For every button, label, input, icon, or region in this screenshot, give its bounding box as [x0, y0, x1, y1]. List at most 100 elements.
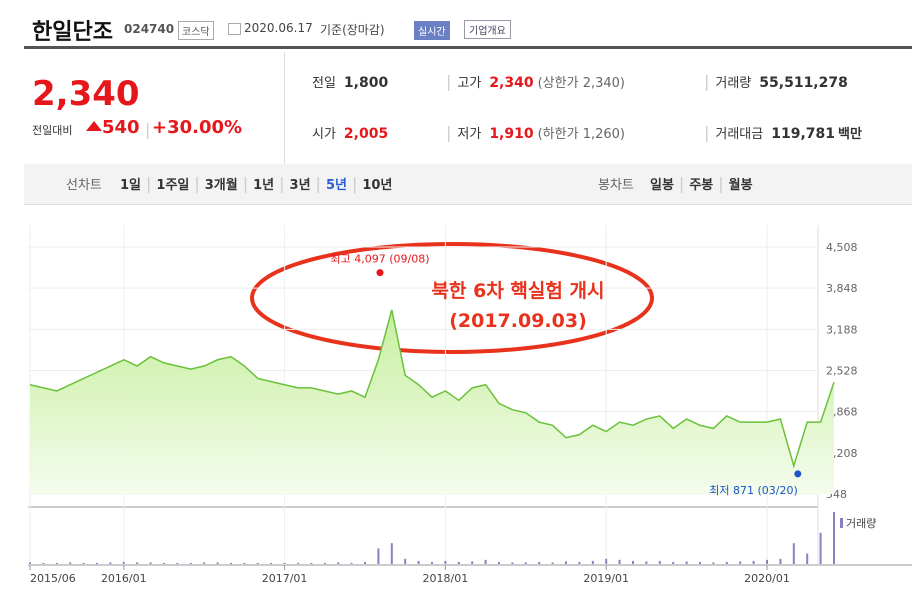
volume-bar	[792, 543, 795, 564]
sep: |	[279, 174, 285, 193]
period-tab[interactable]: 1주일	[156, 178, 190, 193]
period-tab[interactable]: 1일	[120, 178, 142, 193]
annotation: 북한 6차 핵실험 개시	[432, 280, 605, 302]
candle-tab[interactable]: 일봉	[650, 178, 674, 193]
quote-value: 55,511,278	[759, 75, 848, 91]
volume-bar	[672, 561, 675, 564]
quote-cell: | 거래대금 119,781 백만	[704, 123, 862, 142]
volume-bar	[444, 560, 447, 564]
volume-bar	[297, 562, 299, 564]
volume-bar	[323, 562, 326, 564]
volume-bar	[283, 562, 286, 564]
period-tab[interactable]: 5년	[325, 178, 347, 193]
y-tick-label: 3,848	[826, 282, 858, 295]
volume-bar	[203, 562, 206, 564]
x-tick-label: 2018/01	[423, 572, 469, 585]
quote-cell: 전일 1,800	[312, 72, 388, 91]
period-tab[interactable]: 1년	[253, 178, 275, 193]
volume-bar	[725, 561, 728, 564]
volume-bar	[833, 512, 835, 564]
chart: 5481,2081,8682,5283,1883,8484,5082015/06…	[28, 225, 912, 585]
volume-bar	[270, 562, 273, 564]
quote-label: 저가	[457, 127, 482, 142]
volume-bar	[779, 558, 782, 564]
overview-button[interactable]: 기업개요	[464, 20, 511, 39]
volume-bar	[42, 562, 45, 564]
quote-label: 고가	[457, 76, 482, 91]
x-tick-label: 2019/01	[583, 572, 629, 585]
price-area	[30, 309, 834, 494]
line-chart-label: 선차트	[66, 178, 102, 193]
volume-bar	[524, 562, 527, 564]
quote-cell: 시가 2,005	[312, 123, 388, 142]
x-tick-label: 2020/01	[744, 572, 790, 585]
period-tab[interactable]: 3개월	[204, 178, 238, 193]
quote-cell: | 저가 1,910 (하한가 1,260)	[446, 123, 625, 142]
candle-tab[interactable]: 주봉	[689, 178, 714, 193]
stock-code: 024740	[124, 22, 175, 36]
x-tick-label: 2017/01	[262, 572, 308, 585]
volume-bar	[69, 562, 72, 564]
up-arrow	[86, 121, 102, 131]
volume-bar	[457, 561, 460, 564]
volume-bar	[806, 553, 809, 564]
quote-label: 시가	[312, 127, 336, 142]
volume-bar	[149, 562, 152, 564]
quote-unit: 백만	[838, 127, 862, 142]
quote-note: (상한가 2,340)	[537, 76, 625, 91]
volume-bar	[645, 561, 648, 564]
basis: 기준(장마감)	[320, 23, 385, 37]
quote-label: 거래대금	[715, 127, 764, 142]
volume-bar	[471, 561, 474, 564]
x-tick-label: 2015/06	[30, 572, 76, 585]
tab-bar	[24, 164, 912, 205]
volume-bar	[417, 560, 420, 564]
quote-value: 2,005	[343, 126, 389, 142]
y-tick-label: 4,508	[826, 241, 858, 254]
change: 540	[102, 117, 140, 138]
quote-label: 거래량	[715, 76, 752, 91]
quote-value: 2,340	[489, 75, 534, 91]
volume-bar	[350, 562, 353, 564]
volume-bar	[404, 558, 407, 564]
quote-value: 119,781	[771, 126, 835, 142]
sep: |	[446, 123, 452, 142]
quote-cell: | 고가 2,340 (상한가 2,340)	[446, 72, 625, 91]
sep: |	[145, 120, 151, 139]
realtime-button[interactable]: 실시간	[414, 21, 450, 40]
volume-bar	[498, 561, 500, 564]
candle-tab[interactable]: 월봉	[728, 178, 753, 193]
volume-bar	[551, 562, 554, 564]
volume-bar	[565, 561, 567, 564]
volume-bar	[176, 562, 179, 564]
sep: |	[146, 174, 152, 193]
volume-bar	[591, 560, 594, 564]
volume-bar	[109, 562, 112, 564]
volume-bar	[632, 560, 634, 564]
sep: |	[718, 174, 724, 193]
market-badge: 코스닥	[178, 21, 214, 40]
sep: |	[351, 174, 358, 193]
volume-bar	[364, 561, 366, 564]
volume-bar	[55, 562, 58, 564]
volume-bar	[712, 562, 715, 564]
volume-bar	[766, 559, 768, 564]
volume-bar	[122, 561, 125, 564]
volume-bar	[390, 543, 393, 564]
volume-bar	[377, 548, 380, 564]
date: 2020.06.17	[244, 21, 313, 35]
volume-bar	[578, 561, 581, 564]
volume-bar	[618, 559, 621, 564]
volume-bar	[699, 561, 701, 564]
period-tab[interactable]: 3년	[289, 178, 311, 193]
volume-legend-swatch	[840, 518, 843, 528]
volume-bar	[739, 561, 742, 564]
volume-bar	[243, 562, 246, 564]
period-tab[interactable]: 10년	[362, 178, 393, 193]
high-label: 최고 4,097 (09/08)	[330, 253, 429, 266]
volume-bar	[96, 562, 98, 564]
quote-value: 1,910	[489, 126, 534, 142]
sep: |	[704, 72, 710, 91]
volume-legend: 거래량	[846, 517, 876, 530]
